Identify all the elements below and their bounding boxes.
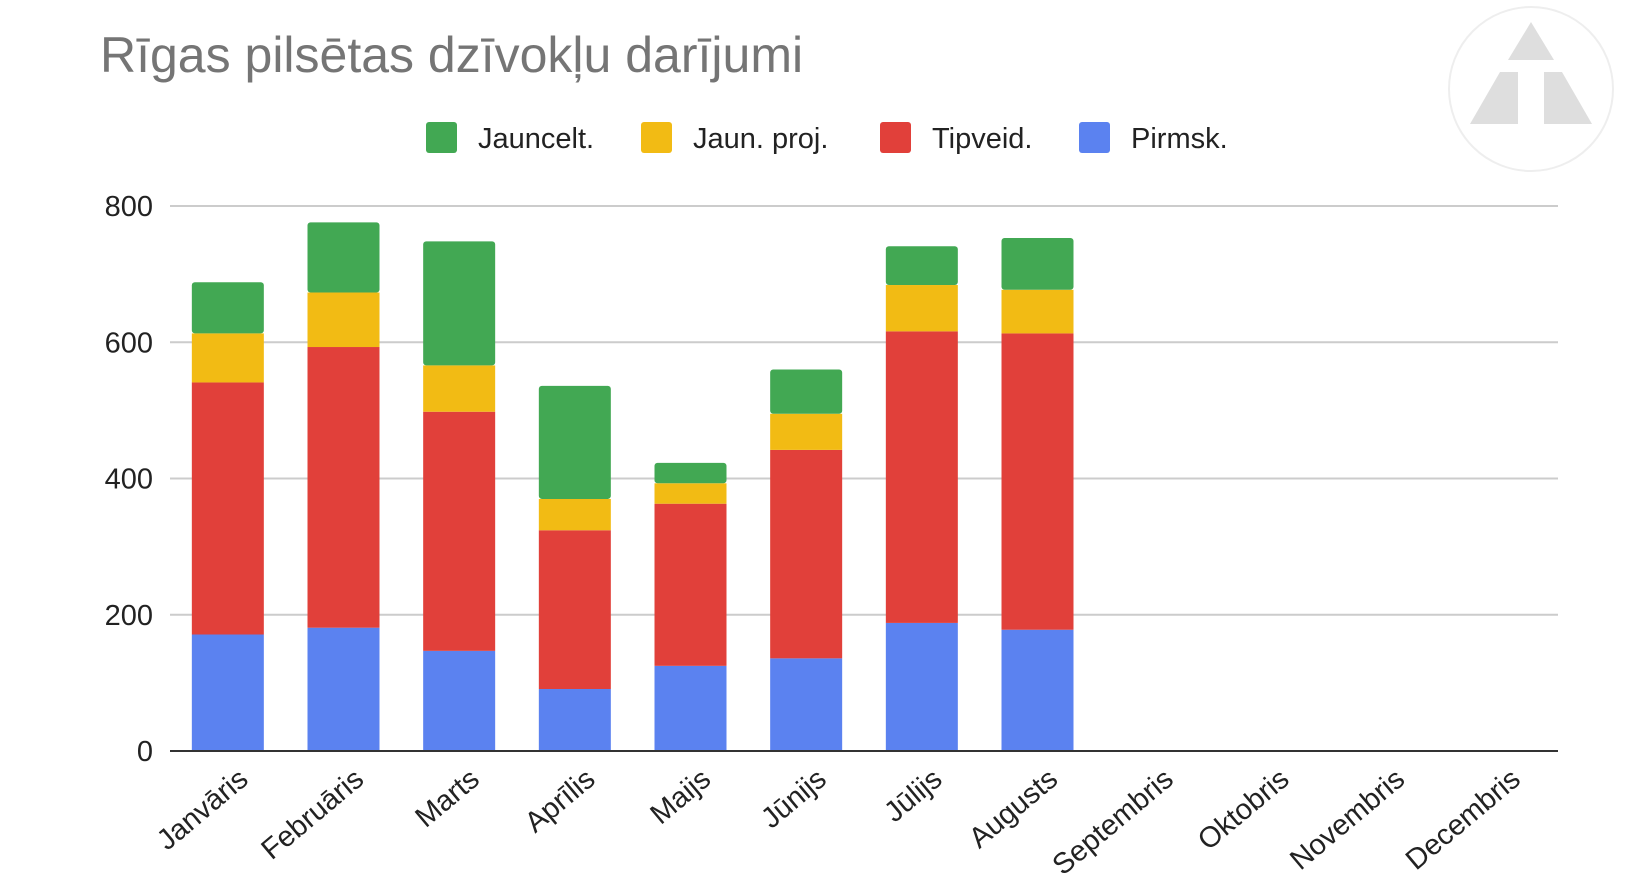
bar-jaun-proj-junijs	[770, 413, 843, 450]
y-axis: 0 200 400 600 800	[105, 191, 153, 768]
legend-swatch-pirmsk	[1079, 122, 1110, 153]
triangle-logo-icon	[1470, 22, 1592, 124]
y-tick-label: 600	[105, 327, 153, 359]
bars	[191, 222, 1074, 751]
legend-swatch-tipveid	[880, 122, 911, 153]
bar-jaun-proj-februaris	[307, 292, 380, 348]
x-tick-label-augusts: Augusts	[963, 763, 1064, 855]
legend-swatch-jaun-proj	[641, 122, 672, 153]
bar-pirmsk-maijs	[654, 665, 727, 751]
bar-pirmsk-augusts	[1001, 629, 1074, 751]
x-tick-label-novembris: Novembris	[1284, 763, 1411, 877]
bar-jaun-proj-marts	[423, 365, 496, 412]
x-tick-label-junijs: Jūnijs	[755, 763, 832, 835]
bar-jaun-proj-maijs	[654, 483, 727, 504]
bar-pirmsk-aprilis	[538, 689, 611, 751]
chart-title: Rīgas pilsētas dzīvokļu darījumi	[100, 27, 803, 83]
legend-swatch-jauncelt	[426, 122, 457, 153]
bar-jauncelt-maijs	[654, 462, 727, 484]
bar-jauncelt-janvaris	[191, 282, 264, 334]
x-tick-label-julijs: Jūlijs	[878, 763, 948, 829]
bar-pirmsk-februaris	[307, 627, 380, 751]
bar-tipveid-maijs	[654, 503, 727, 666]
x-tick-label-decembris: Decembris	[1400, 763, 1527, 877]
bar-jauncelt-augusts	[1001, 238, 1074, 290]
legend: Jauncelt. Jaun. proj. Tipveid. Pirmsk.	[426, 122, 1228, 155]
bar-jaun-proj-julijs	[885, 285, 958, 332]
bar-pirmsk-junijs	[770, 658, 843, 751]
bar-pirmsk-marts	[423, 650, 496, 751]
x-tick-label-septembris: Septembris	[1047, 763, 1180, 882]
bar-pirmsk-julijs	[885, 622, 958, 751]
y-tick-label: 200	[105, 600, 153, 632]
x-axis: Janvāris Februāris Marts Aprīlis Maijs Jūnijs…	[151, 763, 1527, 882]
grid	[170, 205, 1558, 616]
x-tick-label-aprilis: Aprīlis	[519, 763, 601, 839]
logo-watermark	[1448, 6, 1614, 172]
legend-label-tipveid: Tipveid.	[932, 123, 1032, 155]
y-tick-label: 800	[105, 191, 153, 223]
bar-jaun-proj-janvaris	[191, 333, 264, 383]
bar-jauncelt-junijs	[770, 369, 843, 414]
bar-tipveid-marts	[423, 411, 496, 651]
legend-label-jaun-proj: Jaun. proj.	[693, 123, 828, 155]
y-tick-label: 400	[105, 464, 153, 496]
bar-tipveid-janvaris	[191, 382, 264, 635]
bar-jaun-proj-augusts	[1001, 289, 1074, 334]
bar-tipveid-julijs	[885, 331, 958, 623]
bar-jauncelt-februaris	[307, 222, 380, 293]
x-tick-label-janvaris: Janvāris	[151, 763, 254, 857]
legend-label-jauncelt: Jauncelt.	[478, 123, 594, 155]
y-tick-label: 0	[137, 736, 153, 768]
bar-tipveid-februaris	[307, 347, 380, 628]
bar-tipveid-aprilis	[538, 530, 611, 690]
x-tick-label-maijs: Maijs	[645, 763, 717, 831]
bar-jaun-proj-aprilis	[538, 498, 611, 531]
bar-jauncelt-marts	[423, 241, 496, 366]
x-tick-label-februaris: Februāris	[256, 763, 370, 866]
bar-tipveid-junijs	[770, 449, 843, 659]
legend-label-pirmsk: Pirmsk.	[1131, 123, 1228, 155]
bar-jauncelt-julijs	[885, 246, 958, 286]
x-tick-label-oktobris: Oktobris	[1192, 763, 1295, 857]
bar-pirmsk-janvaris	[191, 634, 264, 751]
x-tick-label-marts: Marts	[410, 763, 486, 834]
logo-circle	[1448, 6, 1614, 172]
bar-tipveid-augusts	[1001, 333, 1074, 630]
bar-jauncelt-aprilis	[538, 385, 611, 499]
